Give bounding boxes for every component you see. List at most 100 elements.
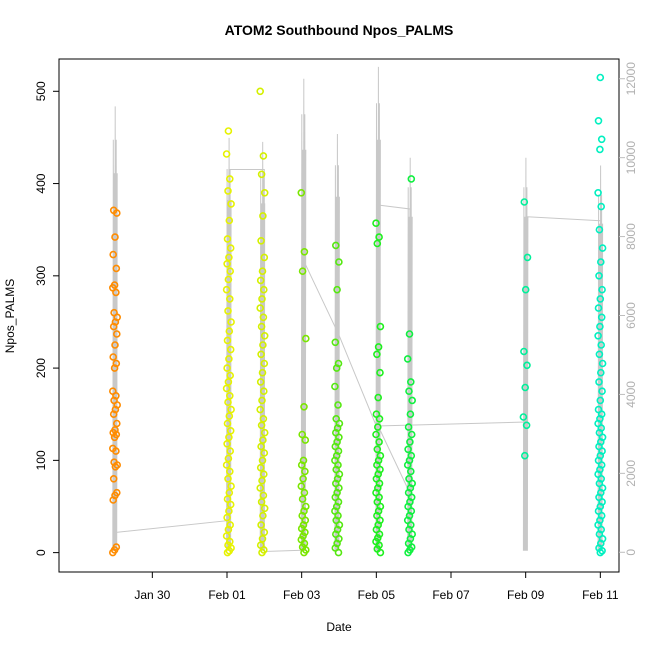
data-point <box>258 456 267 465</box>
data-point <box>594 304 603 312</box>
data-point <box>224 454 233 463</box>
data-point <box>111 426 119 434</box>
data-point <box>523 253 532 262</box>
data-point <box>256 484 265 492</box>
data-point <box>521 383 530 392</box>
chart-title: ATOM2 Southbound Npos_PALMS <box>225 22 454 38</box>
data-point <box>223 439 231 448</box>
data-point <box>112 359 121 368</box>
data-point <box>376 322 385 331</box>
data-point <box>520 347 528 356</box>
data-point <box>225 216 234 225</box>
depth-line-layer <box>112 66 604 553</box>
data-point <box>111 233 119 241</box>
data-point <box>375 438 383 446</box>
y-tick-label: 200 <box>34 358 48 378</box>
x-axis-label: Date <box>326 620 352 634</box>
data-point <box>596 322 604 331</box>
depth-spike <box>226 137 232 551</box>
y-right-tick-label: 12000 <box>624 62 638 96</box>
data-point <box>258 476 266 485</box>
data-point <box>260 428 269 437</box>
data-point <box>256 541 265 550</box>
data-point <box>112 543 121 551</box>
data-point <box>258 295 266 303</box>
data-point <box>598 244 607 252</box>
data-point <box>596 396 605 405</box>
data-point <box>225 253 233 262</box>
data-point <box>224 398 232 407</box>
y-right-tick-label: 10000 <box>624 141 638 175</box>
data-point <box>404 445 412 454</box>
data-point <box>259 414 268 423</box>
depth-connector <box>114 169 601 553</box>
data-point <box>331 382 339 391</box>
data-point <box>260 359 269 368</box>
data-point <box>372 410 381 419</box>
data-point <box>300 248 309 256</box>
data-point <box>373 545 382 553</box>
data-point <box>598 359 607 368</box>
data-point <box>405 474 413 483</box>
data-point <box>372 219 380 227</box>
data-point <box>406 467 415 476</box>
data-point <box>223 495 232 503</box>
data-point <box>301 334 310 343</box>
data-point <box>226 426 235 435</box>
data-point <box>225 488 234 497</box>
x-tick-label: Feb 05 <box>358 588 396 602</box>
data-point <box>223 364 231 372</box>
scatter-points-layer <box>109 73 607 557</box>
x-tick-label: Feb 11 <box>582 588 619 602</box>
data-point <box>299 532 307 540</box>
data-point <box>372 537 380 546</box>
data-point <box>596 73 605 82</box>
data-point <box>257 498 266 506</box>
y-tick-label: 500 <box>34 81 48 101</box>
data-point <box>299 474 307 483</box>
y-axis-label: Npos_PALMS <box>3 279 17 353</box>
y-right-tick-label: 4000 <box>624 381 638 408</box>
y-tick-label: 400 <box>34 173 48 193</box>
data-point <box>226 467 234 476</box>
data-point <box>222 384 231 393</box>
data-point <box>256 463 265 472</box>
data-point <box>113 488 121 497</box>
data-point <box>595 350 604 359</box>
data-point <box>258 396 266 405</box>
data-point <box>257 421 266 430</box>
data-point <box>297 189 306 197</box>
data-point <box>258 368 267 377</box>
data-point <box>259 341 267 349</box>
data-point <box>256 304 265 312</box>
data-point <box>334 359 343 368</box>
data-point <box>260 253 269 262</box>
data-point <box>225 507 233 515</box>
data-point <box>226 447 234 455</box>
y-right-tick-label: 8000 <box>624 223 638 250</box>
data-point <box>373 239 382 248</box>
data-point <box>257 237 265 245</box>
data-point <box>597 135 606 144</box>
data-point <box>259 470 268 479</box>
data-point <box>223 548 232 557</box>
depth-spike <box>597 165 604 551</box>
data-point <box>112 264 121 273</box>
data-point <box>256 405 265 414</box>
data-point <box>222 285 231 294</box>
data-point <box>226 267 234 276</box>
data-point <box>406 410 415 419</box>
data-point <box>403 355 412 363</box>
data-point <box>333 285 341 294</box>
data-point <box>226 244 235 252</box>
data-point <box>111 462 120 471</box>
data-point <box>259 387 268 396</box>
depth-spike <box>334 133 340 551</box>
data-point <box>225 355 233 363</box>
data-point <box>374 343 383 351</box>
data-point <box>109 444 117 453</box>
data-point <box>260 331 269 340</box>
data-point <box>594 405 603 414</box>
data-point <box>372 430 380 439</box>
data-point <box>331 338 340 347</box>
